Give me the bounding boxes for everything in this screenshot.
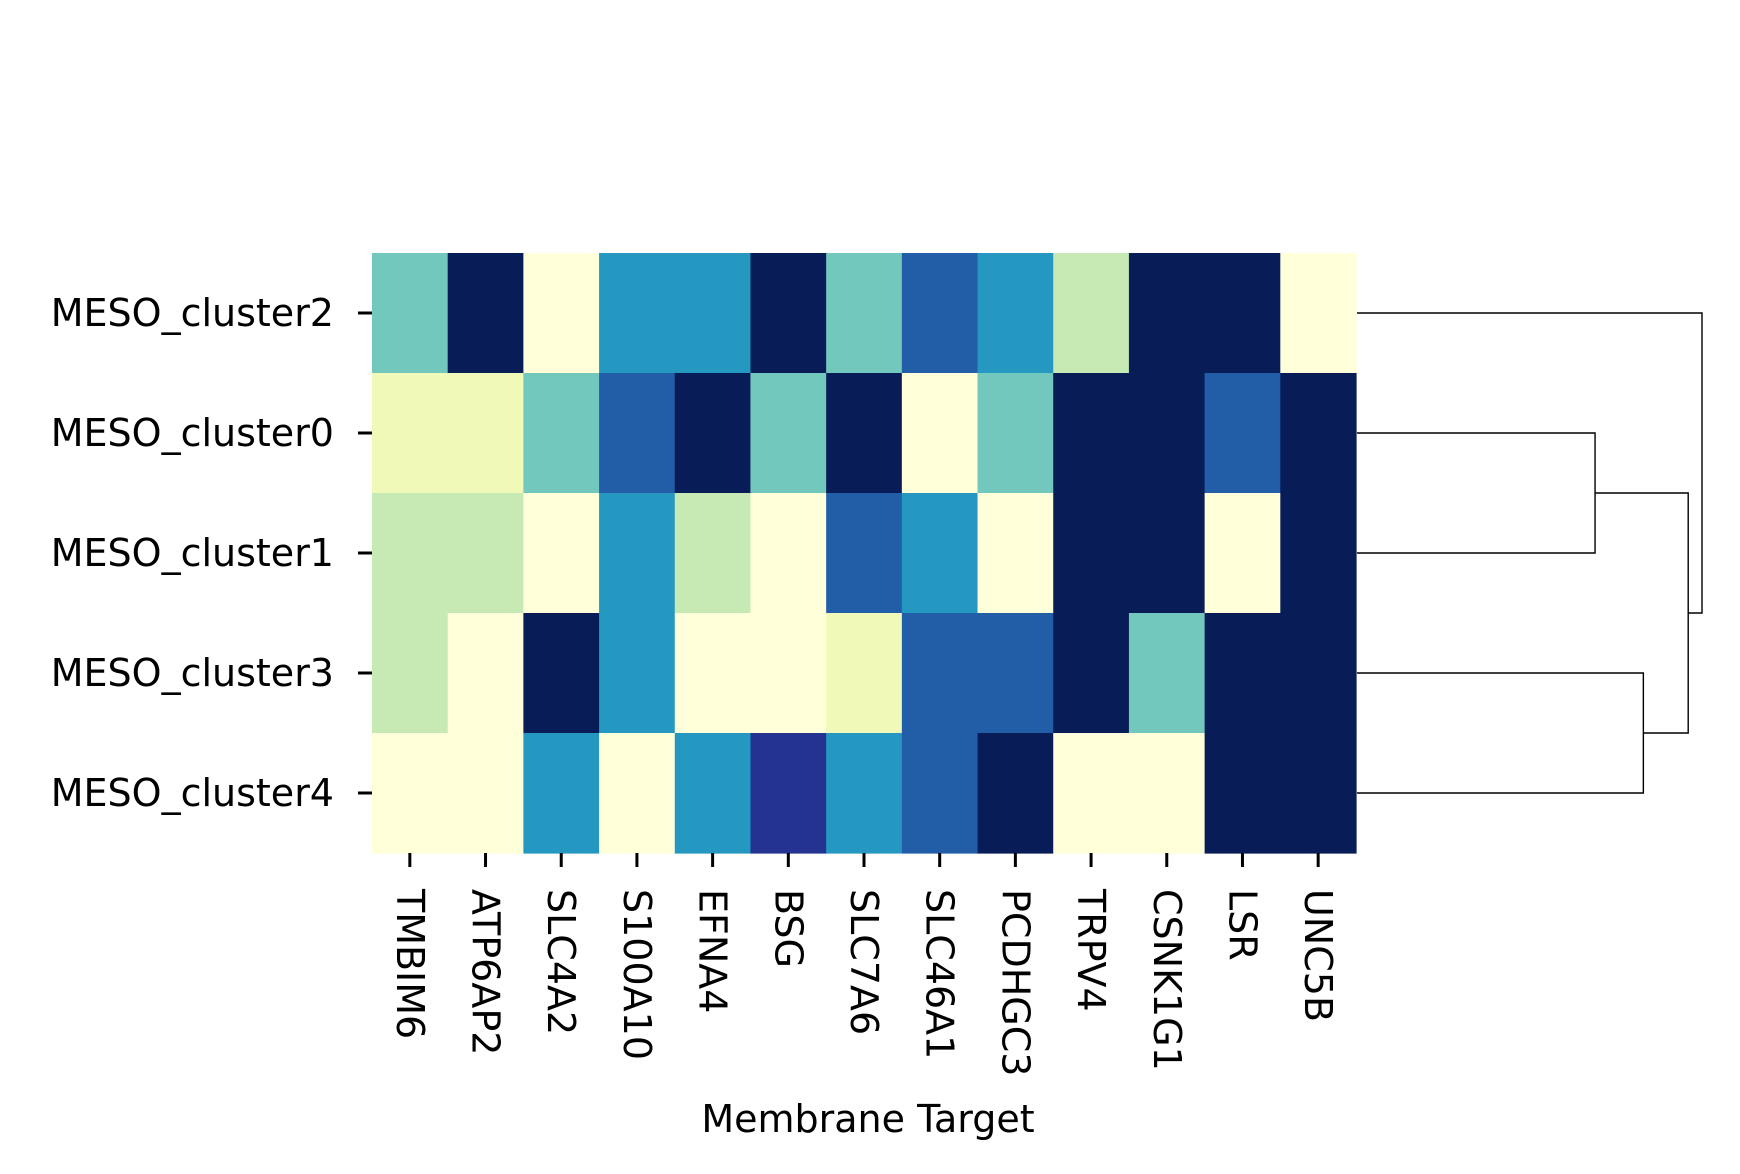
y-tick-label: MESO_cluster4: [51, 771, 334, 815]
heatmap-cell: [372, 493, 449, 614]
heatmap-cell: [977, 253, 1054, 374]
heatmap-cell: [826, 373, 903, 494]
y-axis-ticks: MESO_cluster2 MESO_cluster0 MESO_cluster1 M…: [51, 291, 372, 815]
x-tick-label: EFNA4: [691, 889, 735, 1013]
heatmap-cell: [674, 733, 752, 854]
heatmap-cell: [750, 613, 827, 734]
heatmap-cell: [447, 253, 524, 374]
heatmap-cell: [1280, 733, 1357, 854]
x-tick-label: SLC46A1: [918, 889, 962, 1059]
dendrogram-link: [1357, 672, 1645, 794]
heatmap-cell: [599, 613, 676, 734]
heatmap-cell: [901, 373, 979, 494]
heatmap-cell: [1280, 253, 1357, 374]
heatmap-cell: [674, 613, 752, 734]
heatmap-cell: [1053, 493, 1130, 614]
y-tick-label: MESO_cluster2: [51, 291, 334, 335]
y-tick-label: MESO_cluster1: [51, 531, 334, 575]
heatmap-cell: [977, 613, 1054, 734]
heatmap-cell: [826, 253, 903, 374]
heatmap-cell: [523, 613, 600, 734]
heatmap-cell: [1128, 493, 1206, 614]
heatmap-cell: [1204, 613, 1281, 734]
heatmap-cell: [901, 493, 979, 614]
x-tick-label: PCDHGC3: [993, 889, 1037, 1076]
heatmap-cell: [901, 253, 979, 374]
heatmap-cell: [447, 373, 524, 494]
heatmap-cell: [372, 373, 449, 494]
heatmap-cell: [901, 613, 979, 734]
x-tick-label: SLC7A6: [842, 889, 886, 1035]
heatmap-cell: [523, 253, 600, 374]
heatmap-cell: [674, 373, 752, 494]
x-axis-label: Membrane Target: [701, 1097, 1034, 1141]
heatmap-cell: [447, 493, 524, 614]
heatmap-cell: [1128, 733, 1206, 854]
y-tick-label: MESO_cluster3: [51, 651, 334, 695]
heatmap-cell: [977, 733, 1054, 854]
dendrogram-link: [1357, 432, 1596, 554]
heatmap-cell: [1128, 373, 1206, 494]
heatmap-cell: [826, 493, 903, 614]
heatmap-cell: [1280, 613, 1357, 734]
x-tick-label: SLC4A2: [539, 889, 583, 1035]
heatmap-cell: [1280, 493, 1357, 614]
x-tick-label: TRPV4: [1069, 888, 1113, 1012]
heatmap-cell: [1204, 253, 1281, 374]
x-tick-label: S100A10: [615, 889, 659, 1060]
x-tick-label: ATP6AP2: [464, 889, 508, 1055]
x-tick-label: BSG: [766, 889, 810, 968]
heatmap-cell: [1204, 733, 1281, 854]
x-tick-label: TMBIM6: [388, 888, 432, 1039]
heatmap-cell: [826, 733, 903, 854]
heatmap-cell: [599, 493, 676, 614]
x-axis-ticks: TMBIM6 ATP6AP2 SLC4A2 S100A10 EFNA4 BSG SLC7A6…: [388, 853, 1340, 1076]
heatmap-cell: [372, 733, 449, 854]
heatmap-cell: [1053, 613, 1130, 734]
x-tick-label: UNC5B: [1296, 889, 1340, 1022]
heatmap-cell: [1053, 373, 1130, 494]
heatmap-cell: [372, 613, 449, 734]
heatmap-cells: [372, 253, 1357, 854]
y-tick-label: MESO_cluster0: [51, 411, 334, 455]
heatmap-cell: [1053, 253, 1130, 374]
dendrogram-link: [1357, 312, 1703, 614]
row-dendrogram: [1357, 312, 1703, 794]
heatmap-cell: [523, 733, 600, 854]
heatmap-cell: [1128, 613, 1206, 734]
heatmap-cell: [750, 373, 827, 494]
heatmap-cell: [523, 493, 600, 614]
heatmap-cell: [372, 253, 449, 374]
heatmap-cell: [1204, 373, 1281, 494]
heatmap-cell: [750, 493, 827, 614]
heatmap-cell: [674, 253, 752, 374]
heatmap-cell: [977, 373, 1054, 494]
heatmap-cell: [901, 733, 979, 854]
heatmap-cell: [599, 733, 676, 854]
heatmap-cell: [750, 253, 827, 374]
x-tick-label: LSR: [1220, 889, 1264, 961]
heatmap-cell: [599, 253, 676, 374]
heatmap-cell: [977, 493, 1054, 614]
heatmap-cell: [447, 733, 524, 854]
x-tick-label: CSNK1G1: [1145, 889, 1189, 1071]
heatmap-cell: [447, 613, 524, 734]
dendrogram-link: [1595, 492, 1689, 734]
heatmap-cell: [523, 373, 600, 494]
heatmap-cell: [674, 493, 752, 614]
heatmap-cell: [1280, 373, 1357, 494]
heatmap-cell: [750, 733, 827, 854]
heatmap-cell: [1128, 253, 1206, 374]
heatmap-cell: [826, 613, 903, 734]
heatmap-cell: [1053, 733, 1130, 854]
heatmap-cell: [1204, 493, 1281, 614]
heatmap-cell: [599, 373, 676, 494]
